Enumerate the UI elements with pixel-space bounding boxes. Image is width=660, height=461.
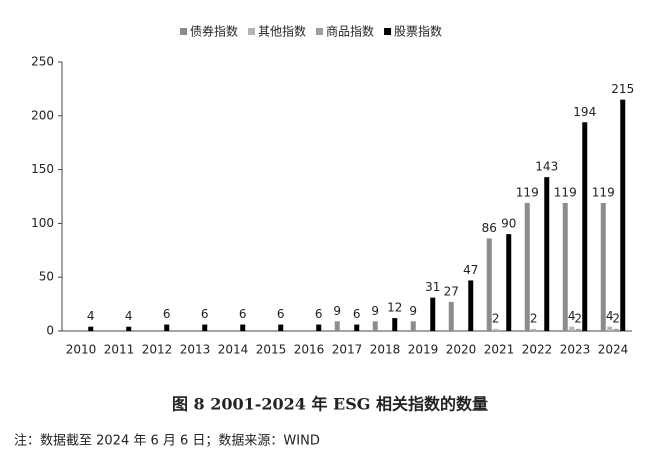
bar: [126, 326, 132, 331]
value-label: 2: [574, 311, 582, 325]
value-label: 12: [387, 301, 402, 315]
y-tick-label: 50: [39, 270, 54, 284]
bar: [486, 238, 492, 331]
value-label: 6: [163, 307, 171, 321]
value-label: 4: [125, 309, 133, 323]
value-label: 86: [482, 221, 497, 235]
bar: [575, 328, 581, 331]
bar: [354, 324, 360, 331]
value-label: 90: [501, 217, 516, 231]
x-tick-label: 2017: [332, 343, 363, 357]
bar: [620, 99, 626, 331]
value-label: 6: [353, 307, 361, 321]
legend-swatch: [316, 28, 324, 35]
bar: [240, 324, 246, 331]
bar: [531, 328, 537, 331]
bar: [430, 297, 436, 331]
x-tick-label: 2010: [66, 343, 97, 357]
bar: [278, 324, 284, 331]
value-label: 31: [425, 280, 440, 294]
legend-swatch: [248, 28, 256, 35]
value-label: 119: [592, 185, 615, 199]
bar: [613, 328, 619, 331]
x-tick-label: 2011: [104, 343, 135, 357]
legend-label: 其他指数: [258, 24, 306, 39]
x-tick-label: 2022: [522, 343, 553, 357]
x-tick-label: 2021: [484, 343, 515, 357]
value-label: 119: [554, 185, 577, 199]
value-label: 6: [277, 307, 285, 321]
note: 注：数据截至 2024 年 6 月 6 日；数据来源：WIND: [14, 434, 320, 449]
x-tick-label: 2012: [142, 343, 173, 357]
bar: [88, 326, 94, 331]
x-tick-label: 2018: [370, 343, 401, 357]
value-label: 4: [568, 309, 576, 323]
value-label: 9: [409, 304, 417, 318]
bar: [544, 177, 550, 331]
bar: [448, 301, 454, 331]
bar: [334, 321, 340, 331]
legend-label: 债券指数: [190, 24, 238, 39]
bar: [607, 326, 613, 331]
caption: 图 8 2001-2024 年 ESG 相关指数的数量: [172, 395, 488, 414]
value-label: 215: [611, 82, 634, 96]
value-label: 6: [201, 307, 209, 321]
value-label: 119: [516, 185, 539, 199]
bar: [506, 234, 512, 331]
y-tick-label: 0: [46, 324, 54, 338]
bar: [493, 328, 499, 331]
value-label: 9: [371, 304, 379, 318]
bar: [582, 122, 588, 331]
value-label: 194: [573, 105, 596, 119]
bar: [392, 318, 398, 331]
x-tick-label: 2013: [180, 343, 211, 357]
value-label: 2: [492, 311, 500, 325]
x-tick-label: 2023: [560, 343, 591, 357]
value-label: 27: [444, 284, 459, 298]
x-tick-label: 2016: [294, 343, 325, 357]
value-label: 9: [333, 304, 341, 318]
bar: [468, 280, 474, 331]
bar: [600, 202, 606, 331]
x-tick-label: 2014: [218, 343, 249, 357]
value-label: 6: [239, 307, 247, 321]
bar: [569, 326, 575, 331]
bar: [372, 321, 378, 331]
x-tick-label: 2020: [446, 343, 477, 357]
legend-label: 商品指数: [326, 24, 374, 39]
bar: [316, 324, 322, 331]
x-tick-label: 2019: [408, 343, 439, 357]
value-label: 143: [535, 160, 558, 174]
value-label: 4: [606, 309, 614, 323]
legend-swatch: [180, 28, 187, 35]
legend-label: 股票指数: [394, 24, 442, 39]
y-tick-label: 200: [31, 108, 54, 122]
value-label: 2: [530, 311, 538, 325]
bar: [524, 202, 530, 331]
bar: [562, 202, 568, 331]
legend-swatch: [384, 28, 392, 35]
value-label: 6: [315, 307, 323, 321]
y-tick-label: 150: [31, 162, 54, 176]
x-tick-label: 2024: [598, 343, 629, 357]
bar: [410, 321, 416, 331]
bar: [164, 324, 170, 331]
value-label: 47: [463, 263, 478, 277]
value-label: 2: [612, 311, 620, 325]
y-tick-label: 100: [31, 216, 54, 230]
x-tick-label: 2015: [256, 343, 287, 357]
value-label: 4: [87, 309, 95, 323]
bar: [202, 324, 208, 331]
y-tick-label: 250: [31, 55, 54, 69]
